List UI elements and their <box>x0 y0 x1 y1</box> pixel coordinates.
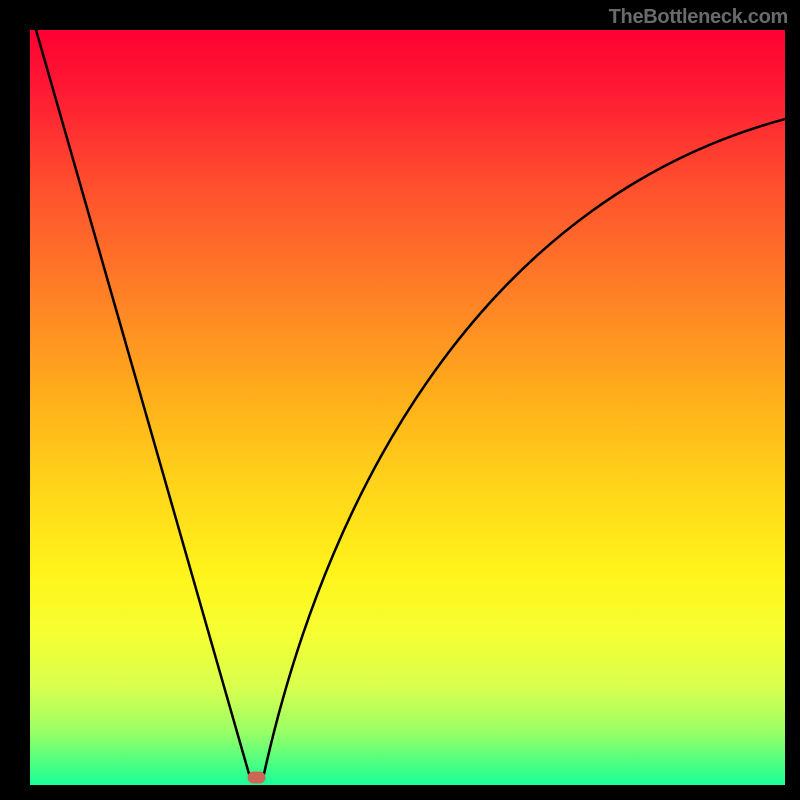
vertex-marker <box>248 771 266 783</box>
chart-container: TheBottleneck.com <box>0 0 800 800</box>
bottleneck-curve <box>36 30 785 774</box>
watermark-text: TheBottleneck.com <box>609 6 788 29</box>
curve-layer <box>0 0 800 800</box>
